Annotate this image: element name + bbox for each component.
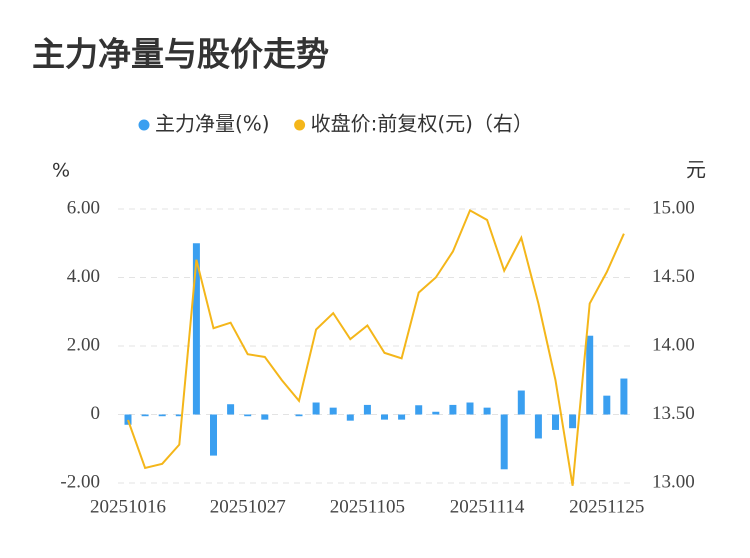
y-tick-label: 4.00 [67,266,100,287]
price-line [127,208,625,486]
bar [192,243,200,415]
y2-tick-label: 14.50 [652,266,695,287]
bar [175,414,183,417]
y-tick-label: -2.00 [60,471,100,492]
y2-tick-label: 13.50 [652,403,695,424]
legend-label: 收盘价:前复权(元)（右） [311,112,533,136]
bar [415,405,423,415]
bar [552,414,559,430]
chart-title: 主力净量与股价走势 [32,35,329,74]
bar [244,414,252,417]
bar [141,414,149,417]
bar [346,414,354,421]
y-tick-label: 6.00 [67,197,100,218]
x-tick-label: 20251114 [450,496,525,517]
bar [124,414,132,425]
x-tick-label: 20251125 [569,496,644,517]
bar [227,404,235,415]
bar [398,414,406,420]
bar [517,390,525,415]
y2-tick-label: 14.00 [652,334,695,355]
bar [261,414,269,420]
bar [620,378,628,415]
x-tick-label: 20251016 [90,496,166,517]
bar [210,414,217,456]
y2-tick-label: 15.00 [652,197,695,218]
bar [500,414,508,470]
bar [449,404,457,415]
legend-marker [294,119,306,131]
bar [586,335,594,415]
bar [569,414,577,429]
bar [295,414,303,417]
legend: 主力净量(%) 收盘价:前复权(元)（右） [138,112,533,136]
y-tick-label: 2.00 [67,334,100,355]
bar [158,414,166,417]
bar [381,414,388,420]
bar [329,407,337,415]
legend-label: 主力净量(%) [155,112,270,136]
y2-axis-label: 元 [686,158,706,182]
y-axis-label: % [52,160,70,182]
x-tick-label: 20251105 [330,496,405,517]
bar [312,402,320,415]
bar [432,411,440,415]
y-tick-label: 0 [91,403,101,424]
bar [534,414,542,439]
bar [603,395,611,415]
bar [483,407,491,415]
x-tick-label: 20251027 [210,496,286,517]
y2-tick-label: 13.00 [652,471,695,492]
bar [363,404,371,415]
bar [466,402,474,415]
legend-marker [138,119,150,131]
